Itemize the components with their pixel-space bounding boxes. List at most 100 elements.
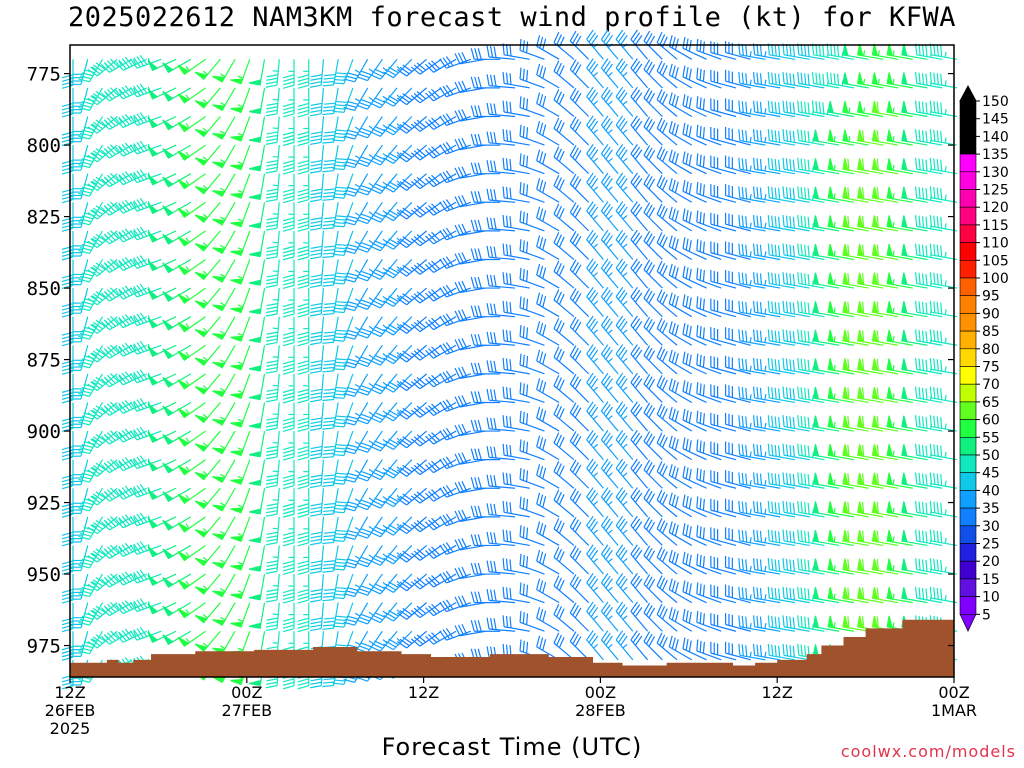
barb-pennant — [842, 100, 849, 114]
barb-feather — [322, 513, 334, 516]
barb-feather — [645, 261, 653, 273]
barb-feather — [539, 351, 544, 363]
barb-feather — [682, 380, 686, 392]
barb-feather — [539, 322, 544, 335]
barb-feather — [322, 138, 335, 141]
barb-feather — [335, 361, 347, 364]
barb-feather — [310, 195, 322, 199]
barb-feather — [921, 330, 925, 343]
wind-barb — [842, 301, 869, 318]
barb-shaft — [366, 116, 383, 139]
barb-feather — [399, 95, 410, 103]
barb-feather — [738, 129, 741, 141]
wind-barb — [929, 443, 958, 461]
barb-feather — [671, 380, 676, 392]
barb-feather — [416, 234, 427, 243]
barb-feather — [402, 264, 413, 273]
barb-feather — [921, 416, 925, 428]
wind-barb — [615, 372, 634, 403]
barb-feather — [61, 141, 74, 147]
wind-barb — [265, 59, 280, 88]
barb-half-feather — [354, 498, 361, 503]
barb-feather — [674, 353, 679, 365]
barb-feather — [915, 71, 918, 84]
barb-feather — [836, 73, 840, 86]
barb-feather — [265, 395, 278, 399]
barb-feather — [282, 342, 295, 347]
barb-feather — [745, 158, 748, 171]
barb-feather — [617, 89, 626, 100]
wind-barb — [643, 173, 663, 203]
barb-feather — [572, 118, 579, 130]
barb-feather — [539, 151, 544, 163]
barb-feather — [402, 236, 413, 244]
barb-feather — [266, 74, 279, 78]
barb-feather — [800, 387, 803, 399]
wind-barb — [177, 373, 206, 390]
barb-shaft — [739, 282, 766, 289]
barb-feather — [688, 325, 692, 338]
barb-half-feather — [607, 129, 613, 134]
barb-feather — [792, 359, 795, 372]
barb-half-feather — [132, 144, 137, 151]
wind-barb — [343, 144, 369, 169]
barb-feather — [797, 214, 800, 227]
barb-feather — [789, 244, 792, 257]
barb-feather — [333, 78, 346, 82]
barb-feather — [933, 301, 936, 313]
wind-barb — [842, 186, 869, 203]
barb-feather — [106, 203, 116, 213]
barb-shaft — [569, 40, 590, 60]
barb-feather — [297, 306, 309, 311]
barb-half-feather — [749, 51, 752, 57]
barb-feather — [345, 304, 357, 309]
barb-feather — [115, 289, 124, 300]
barb-feather — [785, 358, 789, 371]
barb-feather — [929, 157, 932, 170]
barb-feather — [800, 358, 803, 371]
wind-barb — [857, 215, 884, 232]
barb-feather — [771, 186, 774, 199]
barb-feather — [738, 100, 741, 113]
barb-feather — [572, 90, 579, 101]
barb-pennant — [212, 476, 226, 483]
barb-shaft — [739, 254, 766, 261]
barb-pennant — [177, 93, 190, 104]
barb-feather — [797, 357, 800, 370]
barb-feather — [372, 71, 383, 78]
barb-feather — [356, 390, 368, 396]
wind-barb — [212, 487, 236, 512]
barb-feather — [671, 265, 676, 277]
barb-feather — [782, 386, 785, 399]
barb-feather — [333, 393, 346, 396]
barb-shaft — [553, 156, 575, 175]
barb-feather — [556, 62, 563, 74]
barb-half-feather — [202, 213, 208, 219]
barb-feather — [539, 36, 544, 49]
barb-pennant — [162, 119, 174, 131]
barb-pennant — [249, 365, 262, 372]
barb-feather — [632, 232, 641, 243]
barb-feather — [603, 89, 611, 100]
barb-half-feather — [382, 267, 388, 272]
barb-half-feather — [593, 272, 599, 277]
wind-barb — [656, 289, 678, 318]
barb-feather — [297, 513, 309, 518]
barb-feather — [372, 214, 383, 221]
barb-feather — [674, 438, 679, 451]
barb-feather — [297, 227, 309, 232]
barb-feather — [332, 167, 345, 171]
barb-feather — [925, 331, 928, 343]
barb-feather — [78, 78, 90, 83]
barb-half-feather — [593, 329, 599, 334]
barb-feather — [674, 181, 679, 193]
barb-feather — [332, 82, 345, 85]
barb-feather — [800, 43, 803, 56]
barb-shaft — [333, 87, 339, 114]
barb-pennant — [230, 192, 244, 199]
barb-shaft — [459, 87, 486, 94]
barb-shaft — [446, 287, 472, 298]
barb-feather — [600, 172, 609, 183]
barb-pennant — [812, 186, 820, 200]
wind-barb — [827, 129, 854, 146]
